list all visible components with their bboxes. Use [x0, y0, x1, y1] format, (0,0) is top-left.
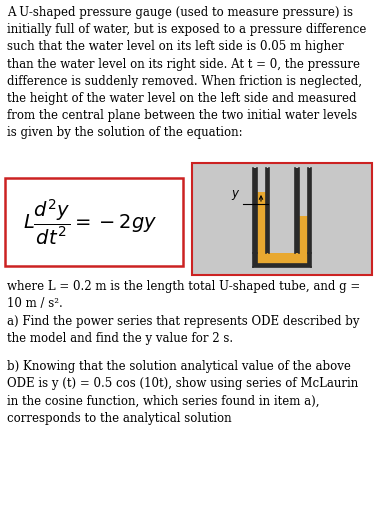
Bar — [307, 168, 311, 253]
Bar — [256, 253, 307, 264]
Bar — [256, 192, 266, 253]
Text: b) Knowing that the solution analytical value of the above
ODE is y (t) = 0.5 co: b) Knowing that the solution analytical … — [7, 360, 358, 425]
Text: a) Find the power series that represents ODE described by
the model and find the: a) Find the power series that represents… — [7, 315, 360, 345]
Bar — [298, 216, 307, 253]
FancyBboxPatch shape — [192, 163, 372, 275]
Bar — [266, 168, 269, 253]
Text: $L\dfrac{d^2y}{dt^2} = -2gy$: $L\dfrac{d^2y}{dt^2} = -2gy$ — [23, 197, 157, 247]
Text: A U-shaped pressure gauge (used to measure pressure) is
initially full of water,: A U-shaped pressure gauge (used to measu… — [7, 6, 367, 139]
Text: $y$: $y$ — [231, 188, 240, 202]
Text: where L = 0.2 m is the length total U-shaped tube, and g =
10 m / s².: where L = 0.2 m is the length total U-sh… — [7, 280, 360, 310]
FancyBboxPatch shape — [5, 178, 183, 266]
Bar — [253, 168, 256, 253]
Bar — [253, 253, 311, 267]
Bar — [295, 168, 298, 253]
Bar — [256, 253, 307, 267]
